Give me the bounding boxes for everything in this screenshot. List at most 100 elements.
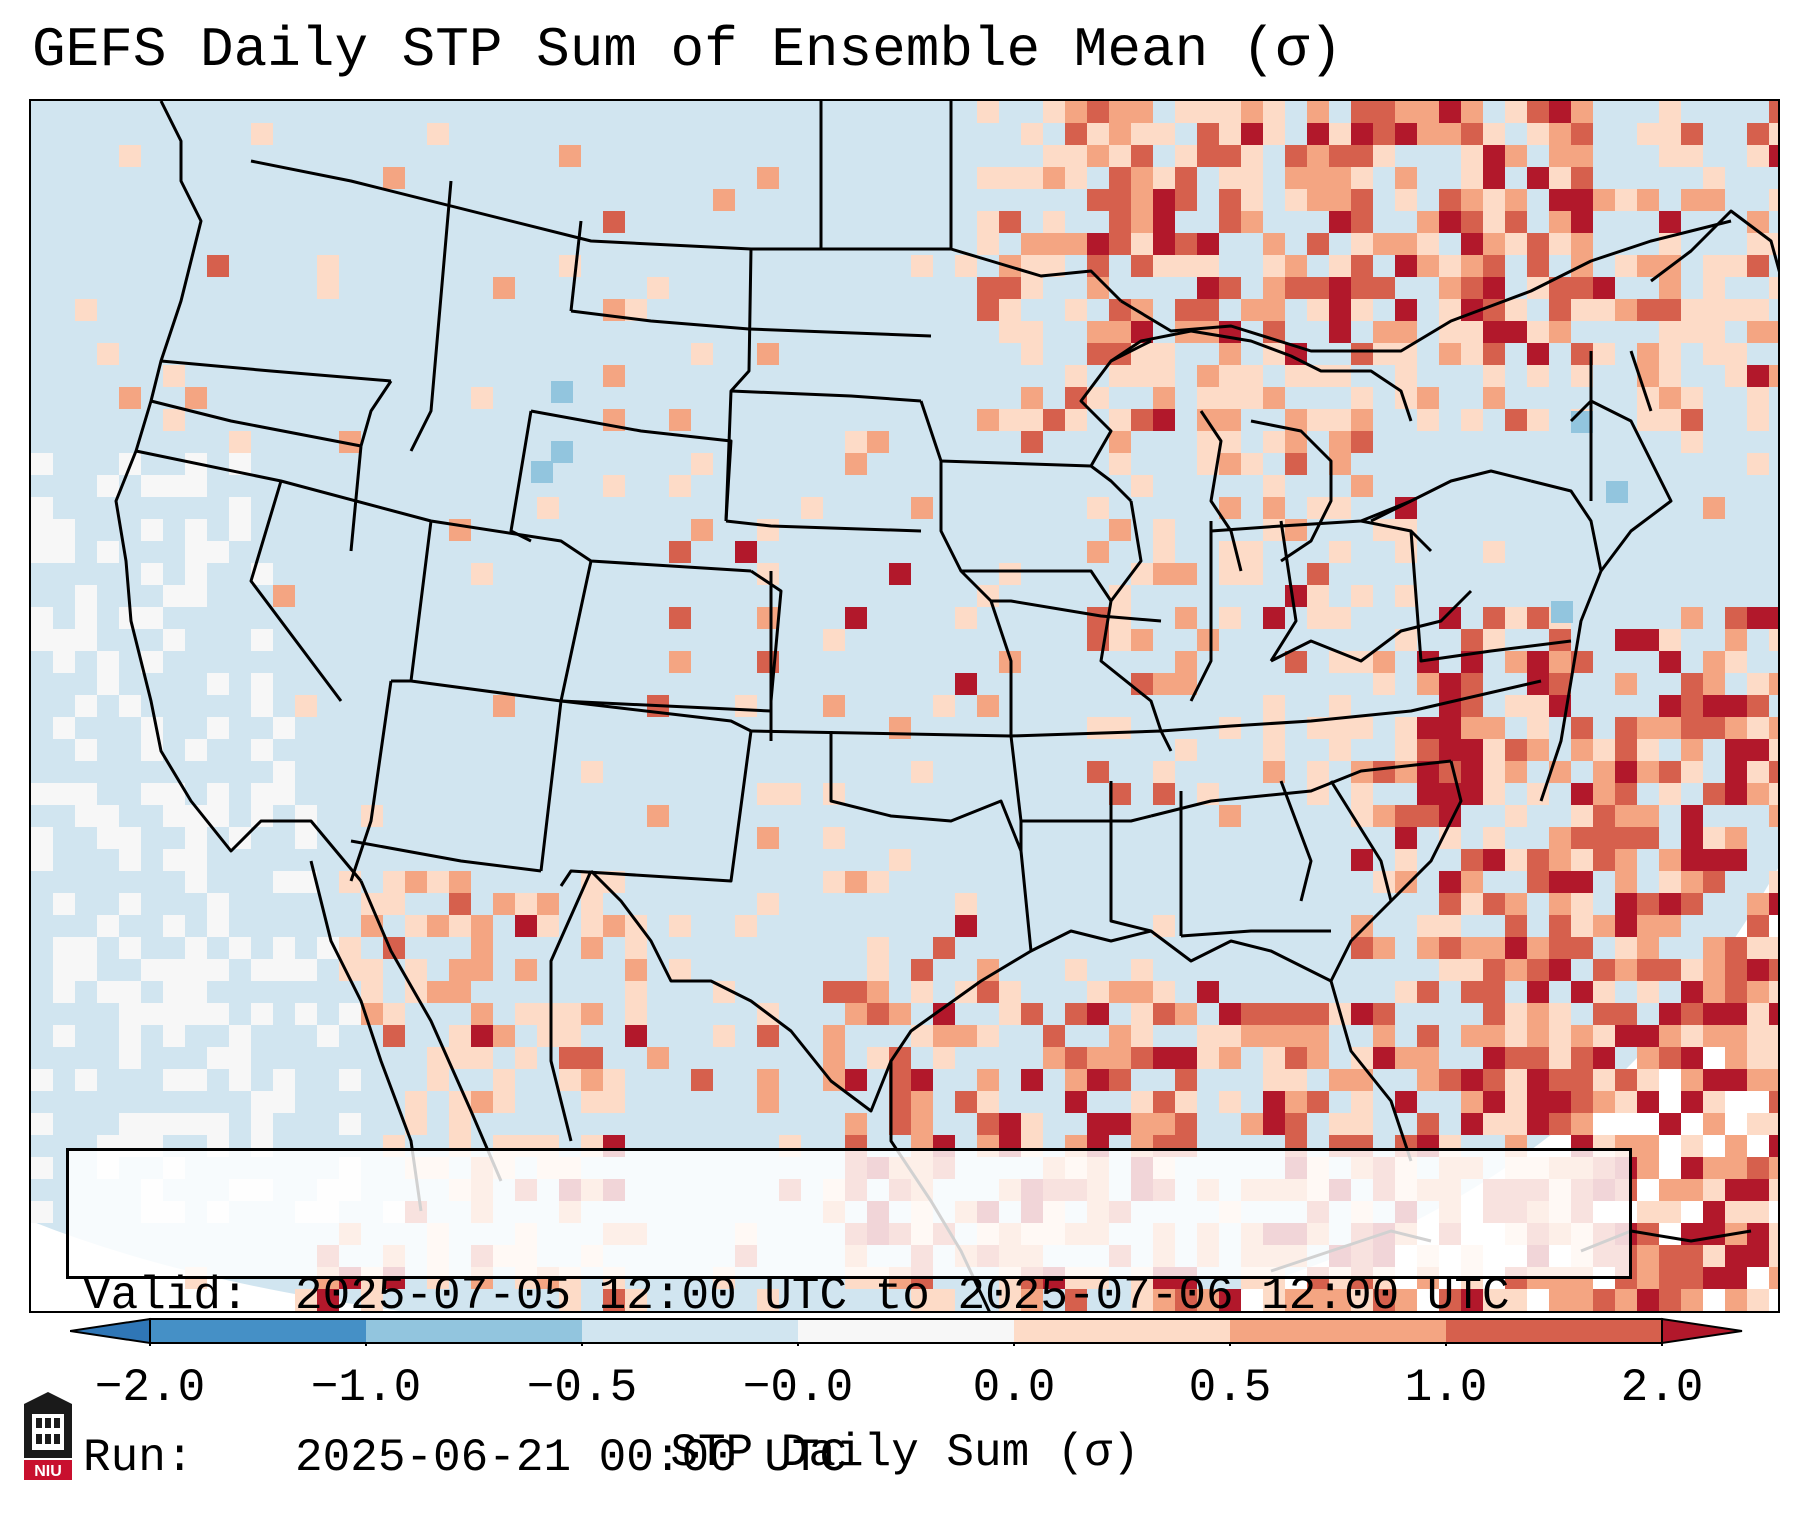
near-zero-cell xyxy=(119,827,141,849)
anomaly-cell xyxy=(1615,673,1637,695)
anomaly-cell xyxy=(911,959,933,981)
anomaly-cell xyxy=(823,783,845,805)
anomaly-cell xyxy=(1219,431,1241,453)
anomaly-cell xyxy=(1549,299,1571,321)
anomaly-cell xyxy=(1131,1289,1153,1311)
anomaly-cell xyxy=(955,1091,977,1113)
anomaly-cell xyxy=(1307,277,1329,299)
anomaly-cell xyxy=(1659,1047,1681,1069)
anomaly-cell xyxy=(1637,1201,1659,1223)
anomaly-cell xyxy=(1637,299,1659,321)
anomaly-cell xyxy=(1747,365,1769,387)
anomaly-cell xyxy=(1153,1047,1175,1069)
anomaly-cell xyxy=(1175,739,1197,761)
anomaly-cell xyxy=(1219,189,1241,211)
anomaly-cell xyxy=(1659,695,1681,717)
near-zero-cell xyxy=(185,871,207,893)
map-panel[interactable] xyxy=(29,99,1780,1313)
anomaly-cell xyxy=(1285,255,1307,277)
anomaly-cell xyxy=(757,519,779,541)
near-zero-cell xyxy=(251,563,273,585)
anomaly-cell xyxy=(1285,277,1307,299)
anomaly-cell xyxy=(1395,981,1417,1003)
anomaly-cell xyxy=(1395,365,1417,387)
near-zero-cell xyxy=(273,783,295,805)
anomaly-cell xyxy=(559,1025,581,1047)
anomaly-cell xyxy=(1219,211,1241,233)
anomaly-cell xyxy=(1527,255,1549,277)
anomaly-cell xyxy=(1329,409,1351,431)
anomaly-cell xyxy=(1527,1113,1549,1135)
anomaly-cell xyxy=(1219,1091,1241,1113)
anomaly-cell xyxy=(1131,1003,1153,1025)
anomaly-cell xyxy=(1769,1245,1778,1267)
anomaly-cell xyxy=(1637,1047,1659,1069)
anomaly-cell xyxy=(1131,629,1153,651)
anomaly-cell xyxy=(1637,893,1659,915)
near-zero-cell xyxy=(229,1069,251,1091)
anomaly-cell xyxy=(1461,1289,1483,1311)
near-zero-cell xyxy=(75,959,97,981)
anomaly-cell xyxy=(1131,211,1153,233)
anomaly-cell xyxy=(1549,321,1571,343)
anomaly-cell xyxy=(1505,233,1527,255)
anomaly-cell xyxy=(1659,365,1681,387)
anomaly-cell xyxy=(1461,981,1483,1003)
anomaly-cells xyxy=(75,101,1778,1311)
anomaly-cell xyxy=(339,937,361,959)
anomaly-cell xyxy=(1615,1003,1637,1025)
anomaly-cell xyxy=(1483,321,1505,343)
colorbar-bin-pos1-2 xyxy=(1446,1319,1662,1343)
anomaly-cell xyxy=(1439,343,1461,365)
anomaly-cell xyxy=(1417,255,1439,277)
anomaly-cell xyxy=(911,497,933,519)
anomaly-cell xyxy=(977,409,999,431)
anomaly-cell xyxy=(1769,673,1778,695)
anomaly-cell xyxy=(1703,1245,1725,1267)
anomaly-cell xyxy=(1747,1003,1769,1025)
anomaly-cell xyxy=(1527,123,1549,145)
anomaly-cell xyxy=(1593,981,1615,1003)
anomaly-cell xyxy=(1549,145,1571,167)
anomaly-cell xyxy=(1329,1113,1351,1135)
anomaly-cell xyxy=(713,189,735,211)
valid-time-box: Valid: 2025-07-05 12:00 UTC to 2025-07-06… xyxy=(66,1148,1632,1484)
anomaly-cell xyxy=(1131,409,1153,431)
anomaly-cell xyxy=(977,167,999,189)
anomaly-cell xyxy=(1043,233,1065,255)
anomaly-cell xyxy=(1659,343,1681,365)
anomaly-cell xyxy=(1307,189,1329,211)
near-zero-cell xyxy=(251,629,273,651)
anomaly-cell xyxy=(163,365,185,387)
anomaly-cell xyxy=(1285,453,1307,475)
anomaly-cell xyxy=(559,1003,581,1025)
anomaly-cell xyxy=(1483,1047,1505,1069)
anomaly-cell xyxy=(1747,959,1769,981)
anomaly-cell xyxy=(1461,717,1483,739)
anomaly-cell xyxy=(1593,739,1615,761)
anomaly-cell xyxy=(1109,167,1131,189)
anomaly-cell xyxy=(1109,321,1131,343)
anomaly-cell xyxy=(1725,1025,1747,1047)
anomaly-cell xyxy=(1659,1179,1681,1201)
anomaly-cell xyxy=(1615,915,1637,937)
near-zero-cell xyxy=(207,717,229,739)
anomaly-cell xyxy=(1197,255,1219,277)
near-zero-cell xyxy=(251,695,273,717)
anomaly-cell xyxy=(1549,849,1571,871)
anomaly-cell xyxy=(1153,783,1175,805)
anomaly-cell xyxy=(889,717,911,739)
anomaly-cell xyxy=(1241,1003,1263,1025)
anomaly-cell xyxy=(1461,673,1483,695)
near-zero-cell xyxy=(53,717,75,739)
anomaly-cell xyxy=(1571,299,1593,321)
anomaly-cell xyxy=(1747,1223,1769,1245)
near-zero-cell xyxy=(185,937,207,959)
anomaly-cell xyxy=(1131,233,1153,255)
near-zero-cell xyxy=(53,541,75,563)
anomaly-cell xyxy=(1703,255,1725,277)
anomaly-cell xyxy=(889,1091,911,1113)
anomaly-cell xyxy=(1043,211,1065,233)
anomaly-cell xyxy=(977,277,999,299)
anomaly-cell xyxy=(1219,409,1241,431)
